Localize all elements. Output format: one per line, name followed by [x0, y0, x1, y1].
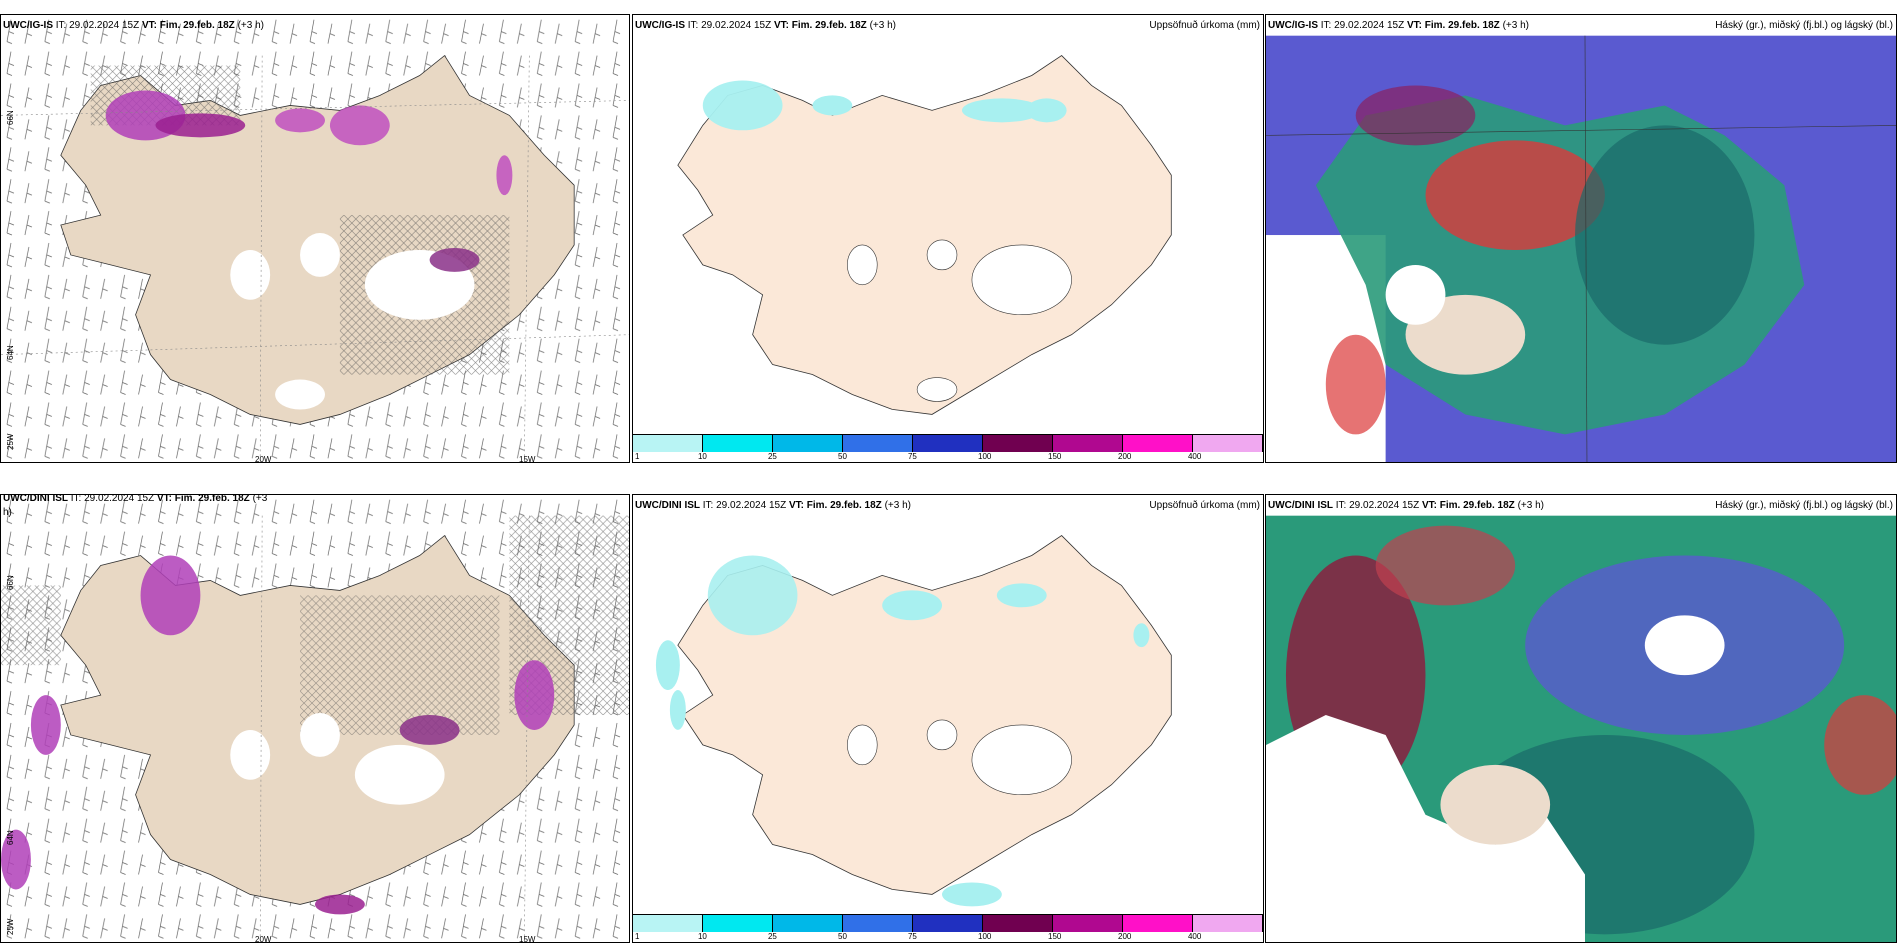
colorbar-tick-label: 400	[1187, 452, 1202, 461]
colorbar-tick-label: 25	[767, 452, 777, 461]
colorbar-segment	[633, 435, 703, 452]
panel-subtitle: Háský (gr.), miðský (fj.bl.) og lágský (…	[1715, 20, 1893, 31]
colorbar-segment	[843, 915, 913, 932]
colorbar-segment	[1193, 435, 1263, 452]
colorbar-tick-label: 10	[697, 452, 707, 461]
iceland-land	[677, 535, 1172, 895]
colorbar-segment	[1053, 915, 1123, 932]
wind-map	[1, 15, 629, 462]
colorbar-segment	[703, 435, 773, 452]
panel-subtitle: Uppsöfnuð úrkoma (mm)	[1149, 500, 1260, 511]
lat-66-label: 66N	[6, 110, 15, 125]
colorbar-segment	[633, 915, 703, 932]
colorbar: 1 10 25 50 75 100 150 200 400	[633, 914, 1263, 942]
colorbar-segment	[773, 915, 843, 932]
colorbar-segment	[983, 915, 1053, 932]
colorbar-segment	[843, 435, 913, 452]
colorbar-tick-label: 25	[767, 932, 777, 941]
colorbar-tick-label: 200	[1118, 932, 1132, 941]
lon-15-label: 15W	[519, 935, 536, 943]
colorbar-segment	[983, 435, 1053, 452]
lat-64-label: 64N	[6, 830, 15, 845]
colorbar-tick-label: 1	[635, 452, 640, 461]
precip-map	[677, 55, 1172, 415]
colorbar-segment	[773, 435, 843, 452]
precip-map-panel-ig: UWC/IG-IS IT: 29.02.2024 15Z VT: Fim. 29…	[632, 14, 1264, 463]
colorbar-tick-label: 400	[1187, 932, 1202, 941]
lat-66-label: 66N	[6, 575, 15, 590]
cloud-map	[1266, 515, 1896, 942]
precip-map	[655, 535, 1172, 907]
wind-map-panel-ig: UWC/IG-IS IT: 29.02.2024 15Z VT: Fim. 29…	[0, 14, 630, 463]
panel-title: UWC/DINI ISL IT: 29.02.2024 15Z VT: Fim.…	[635, 500, 911, 511]
panel-subtitle: Uppsöfnuð úrkoma (mm)	[1149, 20, 1260, 31]
colorbar-tick-label: 100	[978, 452, 992, 461]
colorbar-tick-label: 75	[907, 452, 917, 461]
wind-map-panel-dini: UWC/DINI ISL IT: 29.02.2024 15Z VT: Fim.…	[0, 494, 630, 943]
lon-15-label: 15W	[519, 455, 536, 463]
lat-64-label: 64N	[6, 345, 15, 360]
colorbar: 1 10 25 50 75 100 150 200 400	[633, 434, 1263, 462]
panel-title: UWC/DINI ISL IT: 29.02.2024 15Z VT: Fim.…	[3, 494, 268, 504]
lon-25-label: 25W	[6, 433, 15, 450]
lon-20-label: 20W	[255, 455, 272, 463]
lon-25-label: 25W	[6, 918, 15, 935]
colorbar-segment	[1123, 435, 1193, 452]
panel-title: UWC/DINI ISL IT: 29.02.2024 15Z VT: Fim.…	[1268, 500, 1544, 511]
colorbar-segment	[1053, 435, 1123, 452]
colorbar-segment	[1123, 915, 1193, 932]
panel-title: UWC/IG-IS IT: 29.02.2024 15Z VT: Fim. 29…	[3, 20, 264, 31]
wind-map	[1, 495, 629, 942]
colorbar-tick-label: 50	[838, 452, 847, 461]
colorbar-tick-label: 150	[1048, 452, 1062, 461]
colorbar-tick-label: 150	[1048, 932, 1062, 941]
colorbar-tick-label: 1	[635, 932, 640, 941]
iceland-land	[677, 55, 1172, 415]
cloud-map-panel-dini: UWC/DINI ISL IT: 29.02.2024 15Z VT: Fim.…	[1265, 494, 1897, 943]
colorbar-tick-label: 10	[697, 932, 707, 941]
colorbar-tick-label: 100	[978, 932, 992, 941]
colorbar-tick-label: 50	[838, 932, 847, 941]
panel-title: UWC/IG-IS IT: 29.02.2024 15Z VT: Fim. 29…	[1268, 20, 1529, 31]
lon-20-label: 20W	[255, 935, 272, 943]
cloud-map	[1266, 35, 1896, 462]
precip-map-panel-dini: UWC/DINI ISL IT: 29.02.2024 15Z VT: Fim.…	[632, 494, 1264, 943]
colorbar-tick-label: 200	[1118, 452, 1132, 461]
colorbar-tick-label: 75	[907, 932, 917, 941]
cloud-map-panel-ig: UWC/IG-IS IT: 29.02.2024 15Z VT: Fim. 29…	[1265, 14, 1897, 463]
panel-title: UWC/IG-IS IT: 29.02.2024 15Z VT: Fim. 29…	[635, 20, 896, 31]
panel-subtitle: Háský (gr.), miðský (fj.bl.) og lágský (…	[1715, 500, 1893, 511]
colorbar-segment	[913, 915, 983, 932]
colorbar-segment	[703, 915, 773, 932]
colorbar-segment	[913, 435, 983, 452]
panel-title-wrap: h)	[3, 507, 12, 518]
colorbar-segment	[1193, 915, 1263, 932]
